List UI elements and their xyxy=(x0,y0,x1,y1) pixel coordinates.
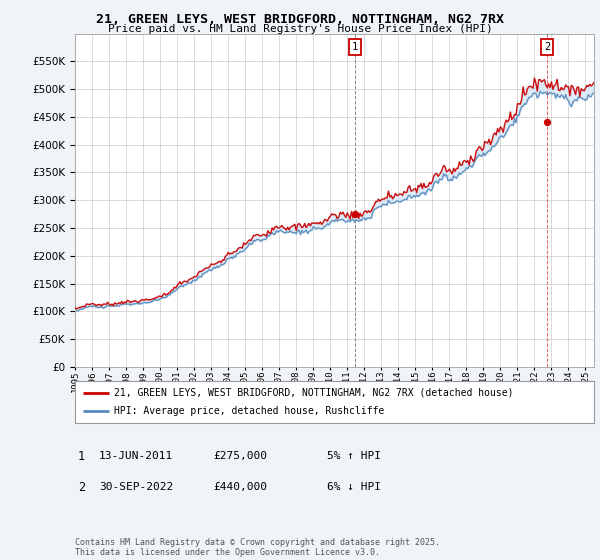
Text: £275,000: £275,000 xyxy=(213,451,267,461)
Text: 21, GREEN LEYS, WEST BRIDGFORD, NOTTINGHAM, NG2 7RX (detached house): 21, GREEN LEYS, WEST BRIDGFORD, NOTTINGH… xyxy=(114,388,514,398)
Text: 21, GREEN LEYS, WEST BRIDGFORD, NOTTINGHAM, NG2 7RX: 21, GREEN LEYS, WEST BRIDGFORD, NOTTINGH… xyxy=(96,13,504,26)
Point xyxy=(350,209,360,218)
Text: 6% ↓ HPI: 6% ↓ HPI xyxy=(327,482,381,492)
Text: 13-JUN-2011: 13-JUN-2011 xyxy=(99,451,173,461)
Text: 30-SEP-2022: 30-SEP-2022 xyxy=(99,482,173,492)
Text: £440,000: £440,000 xyxy=(213,482,267,492)
Text: 1: 1 xyxy=(352,42,358,52)
Text: HPI: Average price, detached house, Rushcliffe: HPI: Average price, detached house, Rush… xyxy=(114,406,384,416)
Text: Contains HM Land Registry data © Crown copyright and database right 2025.
This d: Contains HM Land Registry data © Crown c… xyxy=(75,538,440,557)
Point xyxy=(542,118,552,127)
Text: 5% ↑ HPI: 5% ↑ HPI xyxy=(327,451,381,461)
Text: 2: 2 xyxy=(544,42,550,52)
Text: 1: 1 xyxy=(78,450,85,464)
Text: Price paid vs. HM Land Registry's House Price Index (HPI): Price paid vs. HM Land Registry's House … xyxy=(107,24,493,34)
Text: 2: 2 xyxy=(78,481,85,494)
